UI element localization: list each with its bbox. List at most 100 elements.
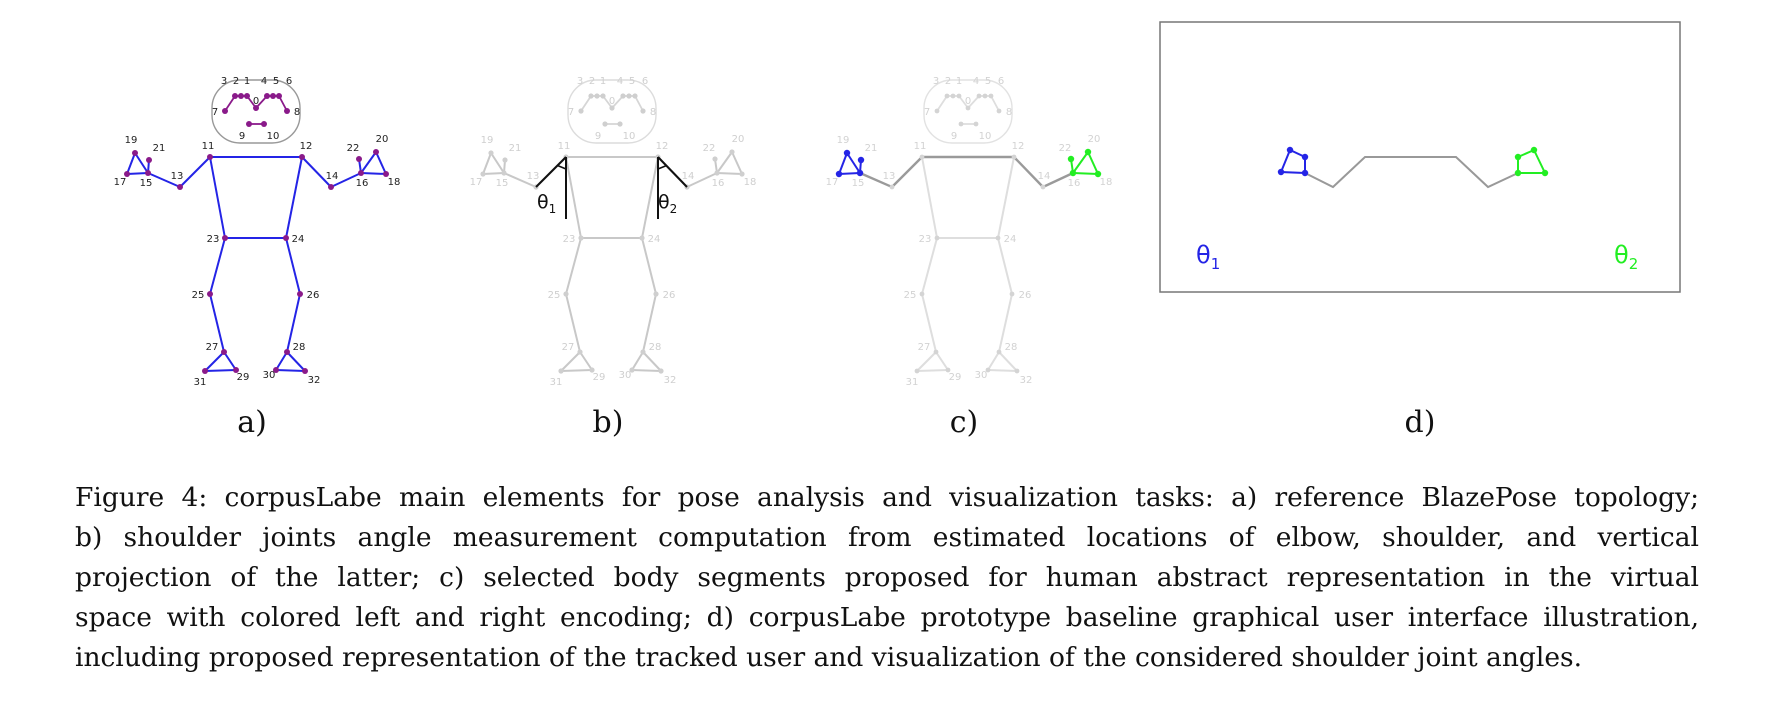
joint-label-23: 23: [563, 234, 576, 245]
joint-label-19: 19: [125, 135, 138, 146]
joint-label-15: 15: [496, 178, 509, 189]
joint-16: [714, 170, 720, 176]
joint-label-1: 1: [956, 76, 962, 87]
joint-label-29: 29: [949, 372, 962, 383]
body-segment: [565, 293, 581, 353]
joint-label-30: 30: [619, 370, 632, 381]
joint-label-16: 16: [356, 178, 369, 189]
joint-label-18: 18: [744, 177, 757, 188]
body-segment: [731, 151, 743, 175]
joint-label-22: 22: [703, 143, 716, 154]
joint-31: [914, 368, 920, 374]
head-outline: [567, 79, 657, 144]
joint-9: [246, 121, 252, 127]
joint-24: [639, 235, 645, 241]
body-segment: [716, 172, 743, 175]
joint-26: [653, 291, 659, 297]
joint-15: [501, 170, 507, 176]
joint-label-2: 2: [233, 76, 239, 87]
joint-label-15: 15: [140, 178, 153, 189]
body-segment: [147, 172, 181, 188]
joint-label-20: 20: [732, 134, 745, 145]
body-segment: [301, 156, 332, 188]
joint-23: [934, 235, 940, 241]
joint-label-14: 14: [682, 171, 695, 182]
joint-2: [950, 93, 956, 99]
joint-20: [729, 149, 735, 155]
joint-label-23: 23: [919, 234, 932, 245]
head-outline: [211, 79, 301, 144]
joint-11: [207, 154, 213, 160]
joint-label-8: 8: [294, 107, 300, 118]
joint-label-7: 7: [568, 107, 574, 118]
joint-label-7: 7: [924, 107, 930, 118]
joint-label-9: 9: [595, 131, 601, 142]
joint-label-13: 13: [883, 171, 896, 182]
joint-label-0: 0: [609, 96, 615, 107]
body-segment: [921, 293, 937, 353]
body-segment: [998, 293, 1013, 353]
joint-7: [222, 108, 228, 114]
joint-label-13: 13: [527, 171, 540, 182]
body-segment: [987, 369, 1018, 372]
joint-label-27: 27: [918, 342, 931, 353]
body-segment: [1013, 156, 1044, 188]
joint-22: [356, 156, 362, 162]
joint-28: [996, 349, 1002, 355]
joint-17: [480, 171, 486, 177]
joint-0: [965, 105, 971, 111]
joint-label-24: 24: [1004, 234, 1017, 245]
body-segment: [134, 152, 149, 174]
joint-label-20: 20: [1088, 134, 1101, 145]
body-segment: [285, 237, 301, 295]
joint-label-25: 25: [192, 290, 205, 301]
joint-4: [620, 93, 626, 99]
joint-5: [626, 93, 632, 99]
joint-2: [238, 93, 244, 99]
panel-d-theta2-label: θ2: [1614, 241, 1638, 273]
joint-label-26: 26: [663, 290, 676, 301]
joint-25: [563, 291, 569, 297]
joint-27: [933, 349, 939, 355]
left-hand-joint: [1277, 168, 1285, 176]
joint-label-7: 7: [212, 107, 218, 118]
joint-label-4: 4: [617, 76, 623, 87]
body-segment: [360, 172, 387, 175]
joint-label-5: 5: [629, 76, 635, 87]
caption-line: Figure 4: corpusLabe main elements for p…: [75, 482, 1699, 513]
joint-14: [1040, 184, 1046, 190]
body-segment: [987, 351, 1000, 371]
joint-label-0: 0: [965, 96, 971, 107]
joint-17: [835, 170, 843, 178]
joint-label-20: 20: [376, 134, 389, 145]
body-segment: [921, 156, 938, 239]
body-segment: [846, 152, 861, 174]
joint-32: [658, 368, 664, 374]
body-segment: [179, 156, 211, 188]
joint-25: [919, 291, 925, 297]
joint-label-32: 32: [664, 375, 677, 386]
panel-b-theta1-label: θ1: [537, 191, 556, 216]
joint-label-3: 3: [933, 76, 939, 87]
gui-frame: [1159, 21, 1681, 293]
joint-29: [233, 367, 239, 373]
joint-26: [1009, 291, 1015, 297]
panel-c-label: c): [949, 405, 979, 440]
joint-13: [889, 184, 895, 190]
joint-23: [222, 235, 228, 241]
face-segment: [224, 95, 236, 112]
joint-label-29: 29: [237, 372, 250, 383]
joint-label-12: 12: [300, 141, 313, 152]
joint-label-11: 11: [202, 141, 215, 152]
body-segment: [916, 369, 949, 372]
body-segment: [375, 151, 387, 175]
joint-label-22: 22: [1059, 143, 1072, 154]
joint-label-19: 19: [837, 135, 850, 146]
body-segment: [286, 351, 306, 372]
right-hand-joint: [1514, 153, 1522, 161]
body-segment: [209, 156, 226, 239]
joint-10: [973, 121, 979, 127]
body-segment: [482, 152, 492, 175]
body-segment: [642, 293, 657, 353]
